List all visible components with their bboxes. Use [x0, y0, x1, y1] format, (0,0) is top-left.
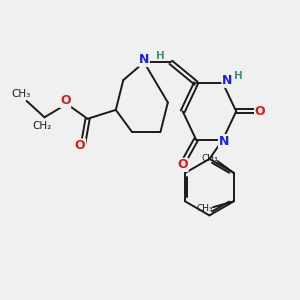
Text: O: O	[177, 158, 188, 171]
Text: H: H	[234, 71, 243, 81]
Text: H: H	[156, 51, 165, 62]
Text: O: O	[60, 94, 70, 107]
Text: N: N	[139, 53, 149, 66]
Text: CH₃: CH₃	[202, 154, 218, 163]
Text: N: N	[218, 135, 229, 148]
Text: CH₃: CH₃	[196, 204, 213, 213]
Text: O: O	[75, 139, 86, 152]
Text: O: O	[255, 105, 265, 118]
Text: CH₃: CH₃	[11, 88, 30, 98]
Text: N: N	[222, 74, 232, 87]
Text: CH₂: CH₂	[32, 121, 51, 131]
